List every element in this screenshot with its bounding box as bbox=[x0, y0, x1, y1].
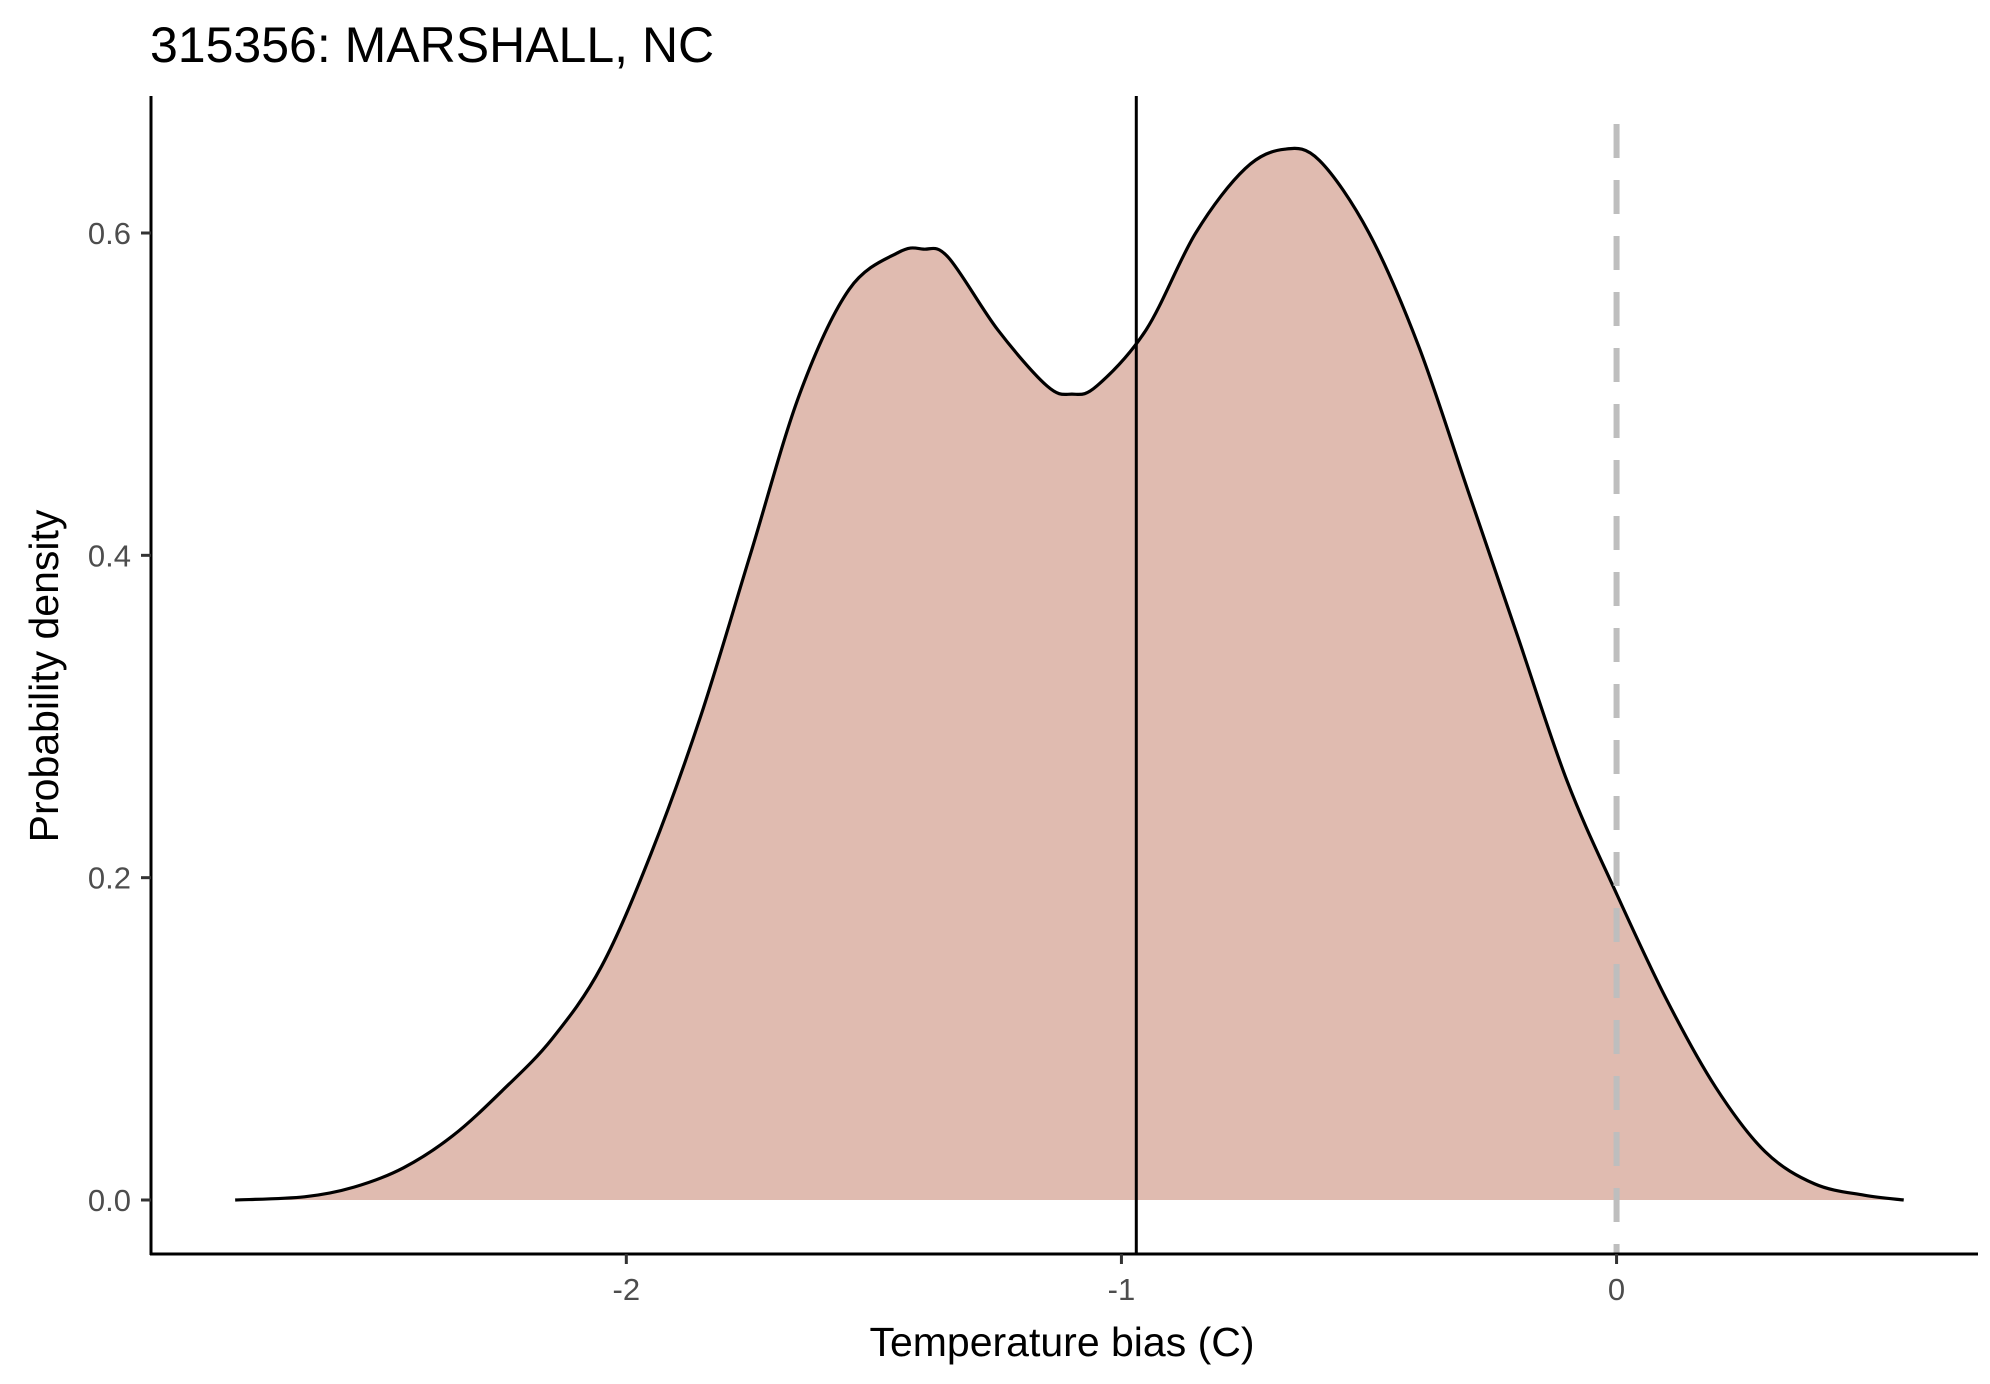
y-tick-label: 0.0 bbox=[88, 1183, 131, 1218]
y-axis-ticks: 0.0 0.2 0.4 0.6 bbox=[88, 216, 151, 1218]
y-tick-label: 0.4 bbox=[88, 538, 131, 573]
density-curve-0 bbox=[235, 146, 1904, 1202]
y-tick-label: 0.2 bbox=[88, 861, 131, 896]
x-axis-title: Temperature bias (C) bbox=[869, 1319, 1254, 1365]
x-tick-label: -1 bbox=[1108, 1272, 1136, 1307]
density-area-0 bbox=[235, 148, 1904, 1201]
plot-area bbox=[235, 96, 1904, 1254]
x-tick-label: -2 bbox=[613, 1272, 641, 1307]
y-axis-title: Probability density bbox=[21, 509, 67, 842]
y-tick-label: 0.6 bbox=[88, 216, 131, 251]
x-tick-label: 0 bbox=[1608, 1272, 1625, 1307]
chart-title: 315356: MARSHALL, NC bbox=[150, 17, 714, 73]
x-axis-ticks: -2 -1 0 bbox=[613, 1254, 1625, 1307]
